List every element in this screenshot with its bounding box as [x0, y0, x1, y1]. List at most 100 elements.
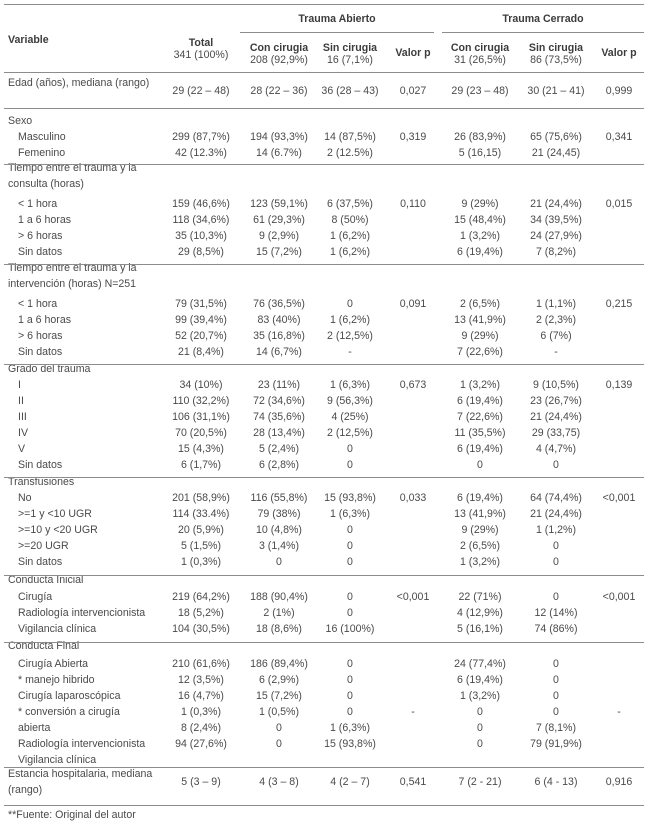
table-cell: 3 (1,4%) — [258, 540, 300, 552]
table-cell: 118 (34,6%) — [172, 214, 230, 226]
table-cell: 10 (4,8%) — [256, 524, 302, 536]
table-cell: 23 (11%) — [257, 379, 301, 391]
table-cell: 0,027 — [399, 85, 427, 97]
table-cell: 94 (27,6%) — [175, 738, 227, 750]
section-rule — [4, 364, 644, 365]
table-cell: 0,091 — [399, 298, 427, 310]
table-cell: 0,916 — [605, 776, 633, 788]
row-label: 1 a 6 horas — [18, 314, 72, 326]
table-cell: 29 (23 – 48) — [451, 85, 509, 97]
row-label: II — [18, 395, 24, 407]
section-rule — [4, 805, 644, 806]
table-cell: 9 (10,5%) — [533, 379, 579, 391]
table-cell: - — [554, 346, 558, 358]
table-cell: 0 — [553, 674, 559, 686]
row-label: >=10 y <20 UGR — [18, 524, 98, 536]
table-cell: 7 (8,2%) — [535, 246, 577, 258]
table-cell: 0 — [347, 556, 353, 568]
table-cell: 1 (6,2%) — [329, 246, 371, 258]
section-rule — [4, 108, 644, 109]
table-cell: 0,541 — [399, 776, 427, 788]
table-cell: 2 (12,5%) — [327, 427, 373, 439]
table-cell: 35 (16,8%) — [253, 330, 305, 342]
table-cell: 9 (56,3%) — [327, 395, 373, 407]
table-cell: 64 (74,4%) — [530, 492, 582, 504]
table-cell: 2 (6,5%) — [459, 298, 501, 310]
table-cell: 0 — [276, 556, 282, 568]
table-cell: 1 (0,5%) — [258, 706, 300, 718]
row-label: Radiología intervencionista — [18, 738, 146, 750]
table-cell: 219 (64,2%) — [172, 591, 230, 603]
table-cell: 5 (16,15) — [458, 147, 502, 159]
table-cell: 8 (2,4%) — [180, 722, 222, 734]
table-cell: <0,001 — [396, 591, 430, 603]
row-label: Femenino — [18, 147, 66, 159]
table-cell: 61 (29,3%) — [253, 214, 305, 226]
table-cell: 299 (87,7%) — [172, 131, 230, 143]
table-cell: 6 (2,8%) — [258, 459, 300, 471]
footnote: **Fuente: Original del autor — [8, 809, 136, 821]
valor-p-abierto-header: Valor p — [395, 47, 431, 59]
table-cell: 1 (0,3%) — [180, 556, 222, 568]
table-cell: 2 (12,5%) — [327, 330, 373, 342]
row-label: abierta — [18, 722, 51, 734]
table-cell: 29 (22 – 48) — [172, 85, 230, 97]
row-label: Vigilancia clínica — [18, 623, 97, 635]
table-cell: 1 (3,2%) — [459, 556, 501, 568]
table-cell: 123 (59,1%) — [250, 198, 308, 210]
table-cell: 0,319 — [399, 131, 427, 143]
table-cell: 15 (48,4%) — [454, 214, 506, 226]
table-cell: 0 — [347, 674, 353, 686]
group-label: Conducta Final — [8, 640, 80, 652]
table-cell: 9 (29%) — [461, 330, 499, 342]
table-cell: 0 — [553, 706, 559, 718]
table-cell: 6 (1,7%) — [180, 459, 222, 471]
row-label: Sin datos — [18, 246, 63, 258]
table-cell: 79 (31,5%) — [175, 298, 227, 310]
table-cell: 14 (87,5%) — [324, 131, 376, 143]
table-cell: 30 (21 – 41) — [527, 85, 585, 97]
table-cell: 2 (6,5%) — [459, 540, 501, 552]
table-cell: 0 — [276, 738, 282, 750]
table-cell: 16 (4,7%) — [178, 690, 224, 702]
table-cell: - — [348, 346, 352, 358]
table-cell: 116 (55,8%) — [250, 492, 308, 504]
section-rule — [4, 642, 644, 643]
table-cell: 0,215 — [605, 298, 633, 310]
section-rule — [4, 264, 644, 265]
abierto-con-cirugia-count: 208 (92,9%) — [250, 54, 308, 66]
table-cell: 1 (6,2%) — [329, 230, 371, 242]
table-cell: 76 (36,5%) — [253, 298, 305, 310]
table-cell: 35 (10,3%) — [175, 230, 227, 242]
table-cell: 79 (38%) — [257, 508, 301, 520]
row-label: Cirugía Abierta — [18, 658, 89, 670]
table-cell: 22 (71%) — [458, 591, 502, 603]
total-count: 341 (100%) — [173, 49, 229, 61]
table-cell: 34 (10%) — [179, 379, 223, 391]
row-label: >=20 UGR — [18, 540, 69, 552]
row-label: Estancia hospitalaria, mediana (rango) — [8, 768, 153, 796]
table-cell: 0,139 — [605, 379, 633, 391]
trauma-cerrado-header: Trauma Cerrado — [502, 13, 584, 25]
table-cell: 14 (6.7%) — [256, 147, 302, 159]
table-cell: 74 (35,6%) — [253, 411, 305, 423]
table-cell: 0,110 — [400, 198, 426, 210]
table-cell: 70 (20,5%) — [175, 427, 227, 439]
table-cell: 1 (0,3%) — [180, 706, 222, 718]
table-cell: 1 (6,2%) — [329, 314, 371, 326]
table-cell: 12 (14%) — [534, 607, 578, 619]
row-label: * manejo hibrido — [18, 674, 95, 686]
table-cell: 2 (12.5%) — [327, 147, 373, 159]
table-cell: 15 (4,3%) — [178, 443, 224, 455]
table-cell: 0 — [347, 607, 353, 619]
table-cell: 201 (58,9%) — [172, 492, 230, 504]
table-cell: 15 (7,2%) — [256, 246, 302, 258]
table-cell: 0 — [553, 658, 559, 670]
row-label: I — [18, 379, 21, 391]
abierto-sin-cirugia-count: 16 (7,1%) — [327, 54, 373, 66]
table-cell: - — [411, 706, 415, 718]
table-cell: 159 (46,6%) — [172, 198, 230, 210]
table-cell: 1 (3,2%) — [459, 379, 501, 391]
table-cell: 1 (3,2%) — [459, 690, 501, 702]
table-cell: 1 (1,2%) — [535, 524, 577, 536]
